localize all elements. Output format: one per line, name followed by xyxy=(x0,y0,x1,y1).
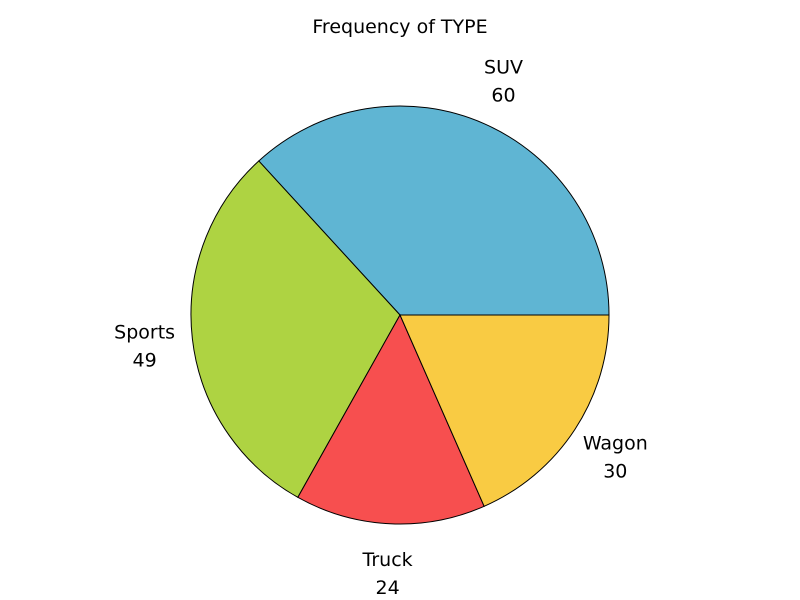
pie-slice-truck xyxy=(297,313,485,525)
pie-labels: SUV 60 Sports 49 Truck 24 Wagon 30 xyxy=(114,57,648,599)
pie-slice-wagon xyxy=(399,314,610,507)
slice-label-sports: Sports 49 xyxy=(114,322,175,372)
slice-label-truck: Truck 24 xyxy=(362,549,413,599)
slice-label-wagon: Wagon 30 xyxy=(583,433,648,483)
chart-title: Frequency of TYPE xyxy=(312,16,487,38)
pie-slice-suv xyxy=(258,105,610,316)
pie-slices xyxy=(190,105,610,525)
slice-label-suv: SUV 60 xyxy=(484,57,523,107)
pie-slice-sports xyxy=(190,160,401,499)
